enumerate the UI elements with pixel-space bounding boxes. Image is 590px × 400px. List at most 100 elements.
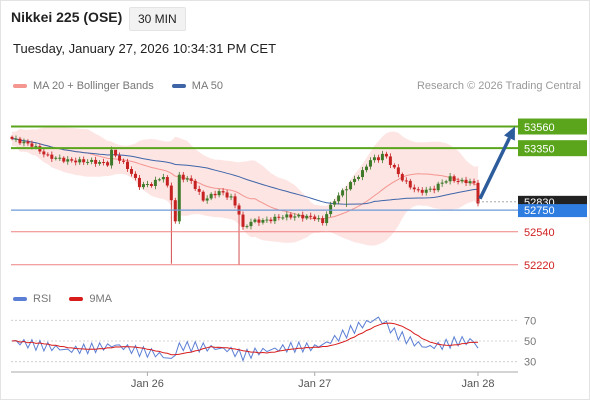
candle bbox=[193, 178, 197, 191]
candle-body bbox=[472, 181, 476, 183]
candle-body bbox=[353, 178, 357, 183]
candle-body bbox=[321, 218, 325, 224]
level-support: 52220 bbox=[11, 260, 555, 272]
candle bbox=[225, 189, 229, 201]
candle bbox=[321, 215, 325, 226]
candle bbox=[273, 213, 277, 224]
candle bbox=[82, 156, 86, 165]
candle-body bbox=[118, 155, 122, 161]
candle-body bbox=[269, 219, 273, 222]
candle-body bbox=[392, 164, 396, 168]
candle bbox=[396, 164, 400, 178]
forecast-arrow-shaft bbox=[478, 137, 511, 200]
candle-body bbox=[265, 219, 269, 221]
candle bbox=[122, 158, 126, 165]
candle-body bbox=[42, 151, 46, 155]
candle bbox=[257, 216, 261, 226]
candle bbox=[277, 214, 281, 221]
candle bbox=[265, 216, 269, 224]
legend-label-rsi: RSI bbox=[33, 293, 52, 305]
candle bbox=[364, 164, 368, 173]
level-resistance: 53350 bbox=[11, 140, 587, 157]
candle bbox=[185, 175, 189, 183]
candle bbox=[285, 211, 289, 221]
candle bbox=[293, 213, 297, 221]
candle-body bbox=[225, 192, 229, 198]
candle-body bbox=[448, 176, 452, 182]
bollinger-band bbox=[12, 126, 478, 246]
candle-body bbox=[165, 177, 169, 186]
candle bbox=[261, 218, 265, 225]
candle-body bbox=[14, 138, 18, 140]
candle-body bbox=[177, 174, 181, 222]
candle bbox=[428, 186, 432, 193]
candle-body bbox=[50, 154, 54, 159]
time-tick-label: Jan 28 bbox=[461, 378, 494, 390]
candle bbox=[149, 182, 153, 188]
rsi-gridline-group: 50 bbox=[11, 336, 536, 348]
candle bbox=[114, 149, 118, 158]
legend-swatch-ma20 bbox=[13, 84, 27, 88]
candle bbox=[58, 154, 62, 161]
timeframe-badge[interactable]: 30 MIN bbox=[129, 7, 186, 31]
bollinger-band-area bbox=[12, 126, 478, 246]
candle-body bbox=[380, 153, 384, 161]
candle bbox=[341, 188, 345, 198]
candle bbox=[197, 185, 201, 195]
legend-swatch-ma50 bbox=[171, 84, 186, 88]
chart-header: Nikkei 225 (OSE) 30 MIN bbox=[0, 0, 590, 34]
candle bbox=[189, 175, 193, 184]
instrument-title: Nikkei 225 (OSE) bbox=[11, 9, 123, 25]
candle-body bbox=[70, 159, 74, 161]
candle-body bbox=[420, 189, 424, 193]
rsi-tick-label: 50 bbox=[524, 336, 536, 348]
candle bbox=[444, 179, 448, 185]
candle bbox=[229, 193, 233, 201]
level-resistance: 53560 bbox=[11, 118, 587, 135]
candle-body bbox=[157, 179, 161, 181]
legend-item-rsi: RSI bbox=[13, 293, 51, 305]
candle-body bbox=[141, 184, 145, 188]
candle bbox=[169, 182, 173, 264]
candle bbox=[201, 190, 205, 203]
candle-body bbox=[257, 219, 261, 223]
candle bbox=[392, 163, 396, 170]
candle bbox=[416, 186, 420, 193]
candle-body bbox=[94, 159, 98, 164]
candle-body bbox=[249, 221, 253, 227]
candle-body bbox=[281, 217, 285, 219]
candle-body bbox=[74, 160, 78, 163]
candle bbox=[233, 193, 237, 209]
candle-body bbox=[66, 159, 70, 162]
candle bbox=[404, 177, 408, 185]
candle bbox=[157, 177, 161, 182]
candle-body bbox=[408, 180, 412, 188]
candle-body bbox=[145, 184, 149, 186]
candle bbox=[440, 179, 444, 187]
candle bbox=[90, 157, 94, 165]
legend-swatch-9ma bbox=[69, 297, 84, 301]
candle-body bbox=[173, 200, 177, 222]
candle bbox=[241, 211, 245, 230]
candle-body bbox=[189, 178, 193, 181]
candle-body bbox=[213, 193, 217, 196]
candle-body bbox=[317, 218, 321, 220]
candle bbox=[337, 192, 341, 205]
candle bbox=[380, 150, 384, 164]
legend-swatch-rsi bbox=[13, 297, 27, 301]
candle bbox=[62, 156, 66, 164]
time-tick: Jan 26 bbox=[131, 372, 164, 390]
candle-body bbox=[333, 201, 337, 205]
candle-body bbox=[30, 143, 34, 147]
candle-body bbox=[102, 162, 106, 164]
candle-body bbox=[10, 136, 14, 139]
candle-body bbox=[197, 188, 201, 192]
candle-body bbox=[412, 187, 416, 190]
candle bbox=[432, 185, 436, 194]
candle bbox=[213, 190, 217, 199]
candle bbox=[400, 172, 404, 182]
candle-body bbox=[444, 181, 448, 183]
candle-body bbox=[273, 216, 277, 222]
candle bbox=[456, 177, 460, 185]
